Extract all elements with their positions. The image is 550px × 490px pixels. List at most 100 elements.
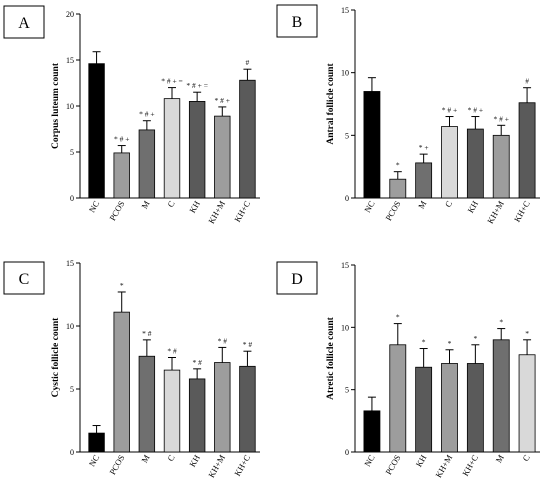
panel-b-bar	[518, 102, 536, 199]
panel-d-category-label: C	[520, 453, 532, 463]
panel-d-category-label: KH+C	[460, 453, 480, 478]
panel-a-category-label: NC	[87, 199, 102, 215]
panel-c-significance-label: * #	[192, 358, 202, 367]
panel-a-bar	[163, 98, 181, 199]
panel-d-label-box	[276, 261, 318, 295]
panel-a-category-label: M	[139, 199, 152, 211]
panel-a-y-tick-label: 20	[66, 10, 74, 19]
panel-d-category-label: KH+M	[433, 453, 454, 480]
panel-c-category-label: KH+M	[206, 453, 227, 480]
panel-c-significance-label: *	[120, 281, 124, 290]
panel-b-category-label: KH+M	[485, 199, 506, 226]
panel-c-panel-label: C	[19, 271, 30, 288]
panel-d-category-label: PCOS	[383, 453, 402, 477]
panel-d-y-axis-title: Atretic follicle count	[326, 316, 336, 399]
panel-a-bar	[138, 129, 156, 199]
panel-b-significance-label: * # +	[442, 106, 457, 115]
panel-a-significance-label: * # + =	[186, 81, 208, 90]
panel-c-bar	[138, 355, 156, 453]
panel-a-bar	[214, 115, 231, 199]
panel-a-bar	[188, 101, 206, 199]
panel-d-y-tick-label: 15	[341, 261, 349, 270]
panel-d-significance-label: *	[499, 318, 503, 327]
panel-c-y-axis-title: Cystic follicle count	[51, 317, 61, 398]
panel-c-y-tick-label: 0	[70, 448, 74, 457]
panel-d-bar	[518, 354, 536, 453]
panel-b-bar	[492, 134, 510, 199]
panel-d-bar	[363, 410, 381, 453]
panel-b-y-axis-title: Antral follicle count	[326, 63, 336, 145]
panel-a-panel-label: A	[18, 15, 30, 32]
panel-a-significance-label: * # + =	[161, 77, 183, 86]
panel-c-y-tick-label: 10	[66, 322, 74, 331]
panel-c-category-label: KH	[187, 453, 202, 469]
panel-c-bar	[163, 369, 181, 453]
panel-b-category-label: KH	[465, 199, 480, 215]
panel-b-bar	[415, 162, 433, 199]
panel-c-bar	[214, 362, 231, 453]
panel-b-category-label: PCOS	[383, 199, 402, 223]
panel-c-significance-label: * #	[243, 340, 253, 349]
panel-d-significance-label: *	[473, 334, 477, 343]
panel-a-category-label: C	[165, 199, 177, 209]
panel-b-bar	[441, 126, 458, 199]
panel-a-category-label: KH+M	[206, 199, 227, 226]
panel-d-bar	[389, 344, 407, 453]
panel-d-significance-label: *	[422, 338, 426, 347]
panel-b-category-label: KH+C	[512, 199, 532, 224]
panel-b-panel-label: B	[292, 14, 303, 31]
panel-b-significance-label: * # +	[468, 106, 483, 115]
panel-c-bar	[88, 432, 105, 453]
panel-a-bar	[88, 63, 105, 199]
panel-a-y-tick-label: 15	[66, 56, 74, 65]
panel-b-significance-label: * # +	[493, 114, 508, 123]
panel-b-y-tick-label: 15	[341, 6, 349, 15]
panel-c-label-box	[3, 261, 45, 295]
panel-d-panel-label: D	[291, 271, 303, 288]
panel-b-bar	[389, 178, 407, 199]
panel-a-bar	[113, 152, 130, 199]
panel-b-chart: B 0 5 10 15 Antral follicle count NC * PCOS * + M *…	[276, 4, 540, 226]
panel-a-category-label: PCOS	[107, 199, 126, 223]
panel-a-y-tick-label: 10	[66, 102, 74, 111]
panel-c-significance-label: * #	[142, 329, 152, 338]
panel-c-significance-label: * #	[167, 347, 177, 356]
panel-d-category-label: NC	[362, 453, 377, 469]
panel-c-y-tick-label: 5	[70, 385, 74, 394]
panel-d-chart: D 0 5 10 15 Atretic follicle count NC * PCOS * KH *…	[276, 261, 540, 480]
panel-d-bar	[492, 339, 510, 453]
panel-b-label-box	[276, 4, 318, 38]
panel-c-significance-label: * #	[218, 336, 228, 345]
panel-b-significance-label: * +	[419, 143, 429, 152]
panel-d-bar	[415, 366, 433, 453]
panel-c-category-label: PCOS	[107, 453, 126, 477]
panel-c-bar	[188, 378, 206, 453]
panel-b-category-label: NC	[362, 199, 377, 215]
panel-a-y-axis-title: Corpus luteum count	[51, 62, 61, 149]
panel-d-significance-label: *	[396, 313, 400, 322]
panel-d-y-tick-label: 5	[345, 386, 349, 395]
panel-b-significance-label: *	[396, 161, 400, 170]
panel-c-bar	[239, 365, 256, 453]
panel-d-bar	[441, 363, 458, 453]
panel-a-category-label: KH	[187, 199, 202, 215]
panel-b-y-tick-label: 0	[345, 194, 349, 203]
panel-a-chart: A 0 5 10 15 20 Corpus luteum count NC * # + PCOS *…	[3, 5, 260, 226]
panel-c-category-label: M	[139, 453, 152, 465]
panel-a-y-tick-label: 0	[70, 194, 74, 203]
panel-a-category-label: KH+C	[232, 199, 252, 224]
panel-d-category-label: KH	[414, 453, 429, 469]
panel-c-category-label: C	[165, 453, 177, 463]
panel-d-y-tick-label: 0	[345, 448, 349, 457]
panel-d-bar	[466, 363, 484, 453]
panel-b-category-label: M	[416, 199, 429, 211]
panel-c-y-tick-label: 15	[66, 259, 74, 268]
panel-a-y-tick-label: 5	[70, 148, 74, 157]
panel-b-y-tick-label: 5	[345, 131, 349, 140]
panel-a-bar	[239, 79, 256, 199]
panel-a-significance-label: #	[246, 58, 250, 67]
panel-c-chart: C 0 5 10 15 Cystic follicle count NC * PCOS * # M *…	[3, 259, 260, 480]
panel-b-bar	[466, 128, 484, 199]
panel-c-category-label: NC	[87, 453, 102, 469]
